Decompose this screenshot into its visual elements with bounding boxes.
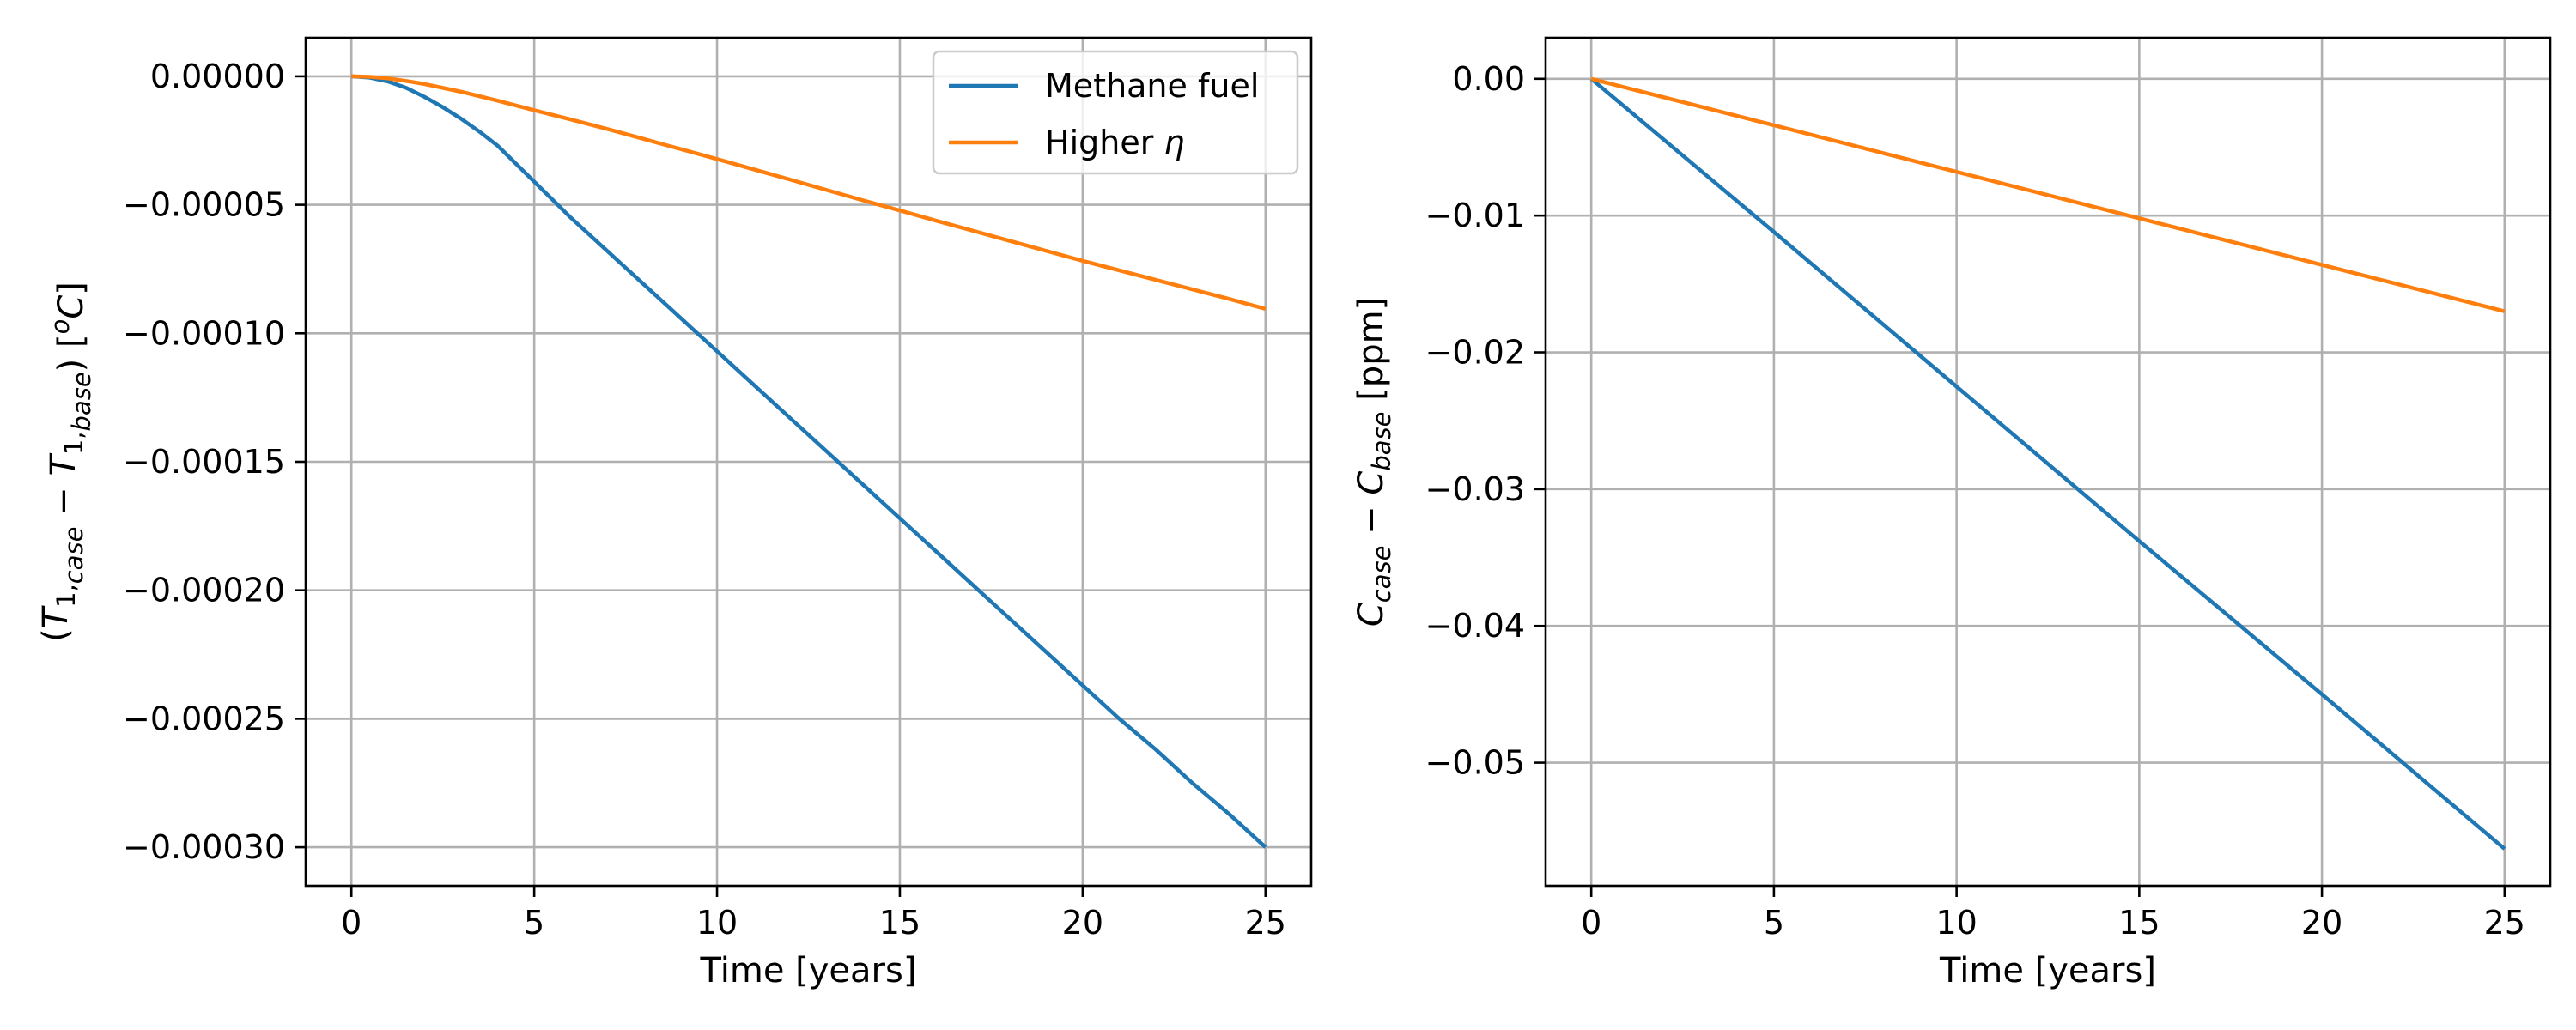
- y-tick-label: −0.00010: [123, 314, 285, 352]
- x-axis-label: Time [years]: [1939, 951, 2156, 991]
- x-tick-label: 0: [341, 904, 361, 942]
- series-line-1: [1590, 76, 2506, 313]
- x-axis-label: Time [years]: [700, 951, 917, 991]
- legend-label-1: Higher η: [1045, 124, 1185, 161]
- axis-label-part: −: [1352, 495, 1391, 546]
- y-tick-label: 0.00: [1452, 60, 1525, 98]
- y-tick-label: −0.03: [1425, 470, 1525, 508]
- y-tick-label: −0.05: [1425, 744, 1525, 782]
- x-tick-label: 10: [1935, 904, 1977, 942]
- legend-label-part: Higher: [1045, 124, 1163, 161]
- y-tick-label: −0.00030: [123, 828, 285, 866]
- x-tick-label: 0: [1581, 904, 1601, 942]
- axis-label-part: T: [36, 604, 76, 628]
- y-axis-label: Ccase − Cbase [ppm]: [1352, 297, 1396, 627]
- y-tick-label: −0.00025: [123, 700, 285, 737]
- axis-label-part: [ppm]: [1352, 297, 1391, 412]
- legend-label-part: η: [1163, 124, 1184, 161]
- axis-label-part: ]: [52, 282, 91, 295]
- y-tick-label: −0.00015: [123, 443, 285, 481]
- axis-label-part: base: [1367, 412, 1396, 471]
- axis-label-part: case: [1367, 546, 1396, 603]
- x-tick-label: 15: [879, 904, 920, 942]
- chart-panel-temperature: 0 5 10 15 20 25 0.00000 −0.00005 −0.00010 −0.0001…: [36, 36, 1313, 991]
- y-tick-label: 0.00000: [150, 58, 285, 95]
- legend-label-0: Methane fuel: [1045, 67, 1259, 105]
- axis-label-part: C: [1352, 603, 1391, 627]
- series-line-0: [1589, 77, 2506, 851]
- series-line-0: [351, 74, 1267, 849]
- axis-label-part: T: [44, 452, 83, 476]
- x-tick-label: 10: [696, 904, 738, 942]
- axis-label-part: C: [1352, 471, 1391, 495]
- x-tick-label: 20: [2301, 904, 2342, 942]
- legend: Methane fuel Higher η: [932, 50, 1299, 175]
- y-tick-label: −0.01: [1425, 197, 1525, 234]
- x-tick-label: 5: [1764, 904, 1784, 942]
- axis-label-part: 1,: [52, 584, 81, 608]
- legend-label-part: Methane fuel: [1045, 67, 1259, 105]
- x-tick-label: 5: [524, 904, 544, 942]
- x-tick-label: 20: [1062, 904, 1103, 942]
- axis-label-part: base: [67, 372, 96, 431]
- x-tick-label: 25: [2484, 904, 2525, 942]
- y-tick-label: −0.00020: [123, 572, 285, 609]
- axis-label-part: −: [44, 476, 83, 527]
- x-tick-label: 25: [1245, 904, 1286, 942]
- x-tick-label: 15: [2118, 904, 2160, 942]
- axis-label-part: ) [: [52, 334, 91, 372]
- y-tick-label: −0.00005: [123, 186, 285, 224]
- axis-label-part: C: [52, 295, 91, 319]
- y-tick-label: −0.04: [1425, 607, 1525, 645]
- axis-label-part: 1,: [59, 431, 88, 455]
- y-tick-label: −0.02: [1425, 334, 1525, 372]
- axis-label-part: case: [59, 527, 88, 585]
- series-line-1: [351, 74, 1267, 312]
- axis-label-part: (: [36, 628, 76, 642]
- axis-label-part: o: [46, 319, 75, 335]
- y-axis-label: (T1,case − T1,base) [oC]: [36, 282, 96, 642]
- axes-frame: [1544, 36, 2552, 888]
- legend-frame: [932, 50, 1299, 175]
- chart-panel-concentration: 0 5 10 15 20 25 0.00 −0.01 −0.02 −0.03 −0.04 −0.05 T…: [1352, 36, 2552, 991]
